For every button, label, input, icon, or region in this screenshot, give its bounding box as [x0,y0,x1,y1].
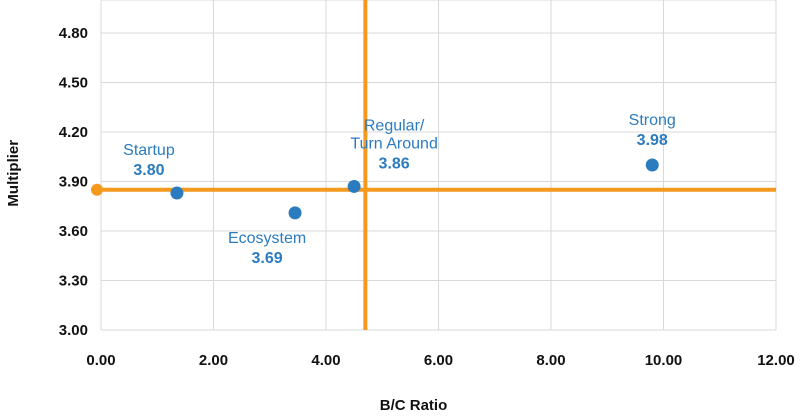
point-value-label: 3.80 [133,162,164,179]
x-tick-label: 2.00 [199,352,228,369]
y-tick-label: 3.30 [59,273,88,290]
data-point [645,158,659,172]
x-axis-title: B/C Ratio [380,397,448,414]
point-value-label: 3.86 [379,155,410,172]
point-name-label: Regular/ [364,117,425,134]
x-tick-label: 6.00 [424,352,453,369]
point-name-label: Turn Around [350,135,437,152]
y-tick-label: 3.60 [59,223,88,240]
data-point [347,179,361,193]
points-layer [170,158,659,220]
point-name-label: Startup [123,142,175,159]
y-tick-label: 3.90 [59,174,88,191]
grid-layer [100,0,777,331]
y-tick-label: 4.20 [59,124,88,141]
data-point [288,206,302,220]
x-tick-label: 10.00 [645,352,683,369]
data-point [170,186,184,200]
y-tick-label: 3.00 [59,322,88,339]
axis-layer: B/C Ratio Multiplier 0.00 2.00 4.00 6.00 8.0… [5,25,795,414]
x-tick-label: 12.00 [757,352,795,369]
x-tick-label: 4.00 [311,352,340,369]
point-value-label: 3.69 [251,250,282,267]
point-value-label: 3.98 [637,132,668,149]
labels-layer: Startup 3.80 Ecosystem 3.69 Regular/Turn Aro… [123,112,676,267]
y-axis-title: Multiplier [5,140,22,207]
y-tick-label: 4.50 [59,75,88,92]
x-tick-label: 0.00 [86,352,115,369]
point-name-label: Ecosystem [228,230,306,247]
reference-line-marker [91,183,103,196]
reference-lines [91,0,776,330]
y-tick-label: 4.80 [59,25,88,42]
point-name-label: Strong [629,112,676,129]
x-tick-label: 8.00 [536,352,565,369]
